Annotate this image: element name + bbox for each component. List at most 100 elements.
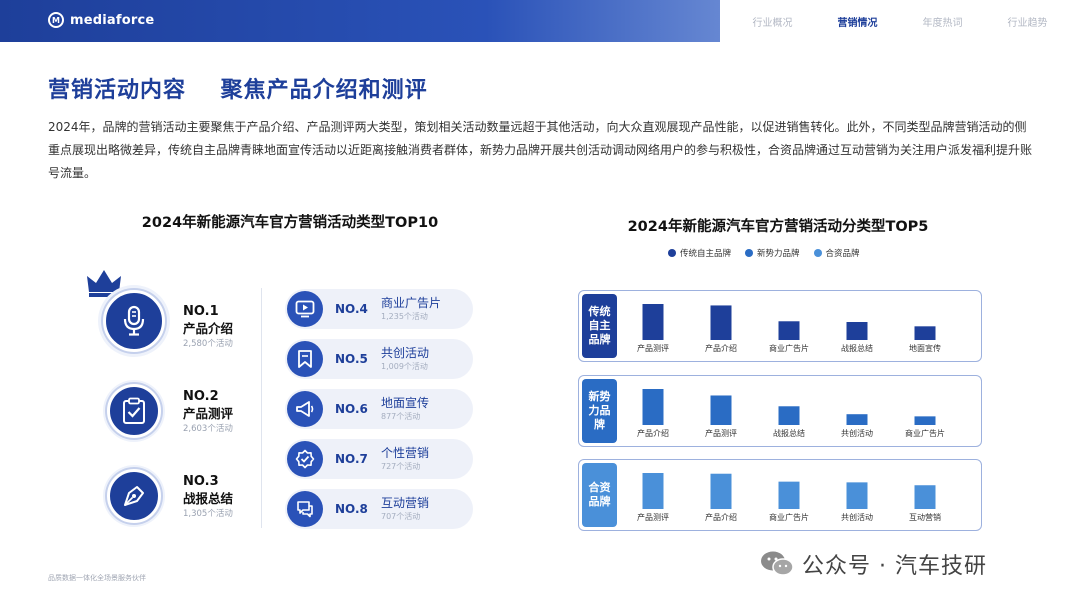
legend-newforce: 新势力品牌 <box>745 247 800 259</box>
bar-label-2-3: 共创活动 <box>841 512 873 522</box>
rank5-number: NO.5 <box>335 352 368 366</box>
legend-label-traditional: 传统自主品牌 <box>680 249 732 259</box>
bar-label-0-2: 商业广告片 <box>769 343 809 353</box>
group-label-newforce: 新势 力品牌 <box>582 379 617 443</box>
rank4-count: 1,235个活动 <box>381 312 428 321</box>
bar-label-1-0: 产品介绍 <box>637 428 669 438</box>
badge-check-icon <box>287 441 323 477</box>
bar-0-2 <box>778 321 800 340</box>
bar-1-1 <box>710 395 732 425</box>
tab-industry-overview[interactable]: 行业概况 <box>752 17 793 29</box>
rank5-name: 共创活动 <box>381 346 430 360</box>
brand-logo: M mediaforce <box>48 12 154 28</box>
top5-chart-title: 2024年新能源汽车官方营销活动分类型TOP5 <box>627 219 929 235</box>
legend-dot-traditional <box>668 249 676 257</box>
chart-legend: 传统自主品牌 新势力品牌 合资品牌 <box>668 247 860 259</box>
rank6-item: NO.6 地面宣传 877个活动 <box>285 389 473 429</box>
top10-chart-title: 2024年新能源汽车官方营销活动类型TOP10 <box>141 215 439 231</box>
top-banner: M mediaforce 行业概况 营销情况 年度热词 行业趋势 <box>0 0 1080 42</box>
rank7-count: 727个活动 <box>381 462 421 471</box>
rank1-number: NO.1 <box>183 304 219 319</box>
rank8-count: 707个活动 <box>381 512 421 521</box>
wechat-icon <box>761 551 794 576</box>
bar-label-0-1: 产品介绍 <box>705 343 737 353</box>
bookmark-icon <box>287 341 323 377</box>
bar-2-0 <box>642 473 664 509</box>
bar-2-3 <box>846 482 868 509</box>
rank1-item: NO.1 产品介绍 2,580个活动 <box>183 303 233 351</box>
rank4-item: NO.4 商业广告片 1,235个活动 <box>285 289 473 329</box>
bar-label-1-3: 共创活动 <box>841 428 873 438</box>
rank6-count: 877个活动 <box>381 412 421 421</box>
rank4-number: NO.4 <box>335 302 368 316</box>
rank5-item: NO.5 共创活动 1,009个活动 <box>285 339 473 379</box>
rank-divider <box>261 288 262 528</box>
bar-label-1-4: 商业广告片 <box>905 428 945 438</box>
bar-label-0-0: 产品测评 <box>637 343 669 353</box>
rank3-medal <box>103 465 165 527</box>
rank7-name: 个性营销 <box>381 446 430 460</box>
rank3-count: 1,305个活动 <box>183 509 233 519</box>
rank3-number: NO.3 <box>183 474 219 489</box>
intro-paragraph: 2024年，品牌的营销活动主要聚焦于产品介绍、产品测评两大类型，策划相关活动数量… <box>48 120 1033 180</box>
bar-label-0-4: 地面宣传 <box>909 343 941 353</box>
legend-label-joint: 合资品牌 <box>825 249 860 259</box>
footer-slogan: 品质数据一体化全场景服务伙伴 <box>48 574 146 582</box>
bars-joint: 产品测评 产品介绍 商业广告片 共创活动 互动营销 <box>637 473 941 522</box>
clipboard-check-icon <box>123 397 145 424</box>
wechat-text: 公众号 · 汽车技研 <box>802 554 987 579</box>
rank2-medal <box>103 380 165 442</box>
bar-2-4 <box>914 485 936 509</box>
bar-0-1 <box>710 305 732 340</box>
rank5-count: 1,009个活动 <box>381 362 428 371</box>
legend-joint: 合资品牌 <box>813 247 860 259</box>
bar-label-0-3: 战报总结 <box>841 343 873 353</box>
rank1-name: 产品介绍 <box>183 321 234 336</box>
bars-traditional: 产品测评 产品介绍 商业广告片 战报总结 地面宣传 <box>637 304 941 353</box>
legend-dot-joint <box>813 249 822 257</box>
bar-label-2-4: 互动营销 <box>909 512 941 522</box>
group-traditional: 传统 自主 品牌 产品测评 产品介绍 商业广告片 战报总结 地面宣传 <box>578 290 982 362</box>
crown-icon <box>87 270 121 297</box>
rank3-name: 战报总结 <box>183 491 234 506</box>
tab-annual-keywords[interactable]: 年度热词 <box>922 17 963 29</box>
chat-icon <box>287 491 323 527</box>
rank2-item: NO.2 产品测评 2,603个活动 <box>183 388 233 436</box>
bar-1-0 <box>642 389 664 425</box>
bar-label-1-1: 产品测评 <box>705 428 737 438</box>
bar-1-3 <box>846 414 868 425</box>
bar-label-2-0: 产品测评 <box>637 512 669 522</box>
microphone-icon <box>123 305 145 336</box>
bar-label-1-2: 战报总结 <box>773 428 805 438</box>
megaphone-icon <box>287 391 323 427</box>
bar-1-2 <box>778 406 800 425</box>
rank2-number: NO.2 <box>183 389 219 404</box>
rank2-name: 产品测评 <box>183 406 234 421</box>
logo-text: mediaforce <box>70 12 155 28</box>
bar-0-4 <box>914 326 936 340</box>
wechat-watermark: 公众号 · 汽车技研 <box>760 548 987 580</box>
bar-2-1 <box>710 473 732 509</box>
rank8-name: 互动营销 <box>381 496 430 510</box>
section-tabs: 行业概况 营销情况 年度热词 行业趋势 <box>720 0 1080 42</box>
group-label-traditional: 传统 自主 品牌 <box>582 294 617 358</box>
page-title: 营销活动内容 聚焦产品介绍和测评 <box>48 78 428 103</box>
tab-marketing[interactable]: 营销情况 <box>837 17 878 29</box>
group-newforce: 新势 力品牌 产品介绍 产品测评 战报总结 共创活动 商业广告片 <box>578 375 982 447</box>
group-joint: 合资 品牌 产品测评 产品介绍 商业广告片 共创活动 互动营销 <box>578 459 982 531</box>
rank1-count: 2,580个活动 <box>183 339 233 349</box>
rank7-item: NO.7 个性营销 727个活动 <box>285 439 473 479</box>
bar-0-3 <box>846 322 868 340</box>
legend-dot-newforce <box>745 249 754 257</box>
legend-traditional: 传统自主品牌 <box>668 247 731 259</box>
bar-0-0 <box>642 304 664 340</box>
tab-industry-trends[interactable]: 行业趋势 <box>1007 17 1048 29</box>
bars-newforce: 产品介绍 产品测评 战报总结 共创活动 商业广告片 <box>637 389 945 438</box>
rank7-number: NO.7 <box>335 452 368 466</box>
bar-label-2-1: 产品介绍 <box>705 512 737 522</box>
rank1-medal <box>98 285 170 357</box>
bar-1-4 <box>914 416 936 425</box>
rank6-number: NO.6 <box>335 402 368 416</box>
rank3-item: NO.3 战报总结 1,305个活动 <box>183 473 233 521</box>
rank2-count: 2,603个活动 <box>183 424 233 434</box>
